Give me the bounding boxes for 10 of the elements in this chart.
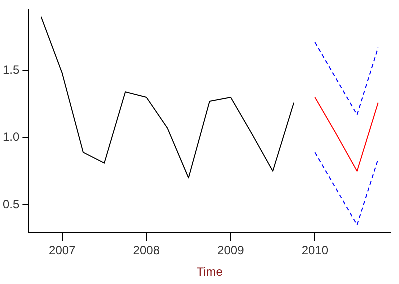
line-series xyxy=(314,42,379,116)
x-tick-label: 2007 xyxy=(49,244,76,258)
x-tick-label: 2010 xyxy=(302,244,329,258)
line-series xyxy=(314,152,379,226)
x-axis-title: Time xyxy=(196,265,224,280)
y-tick-label: 1.5 xyxy=(2,62,20,77)
x-tick-label: 2009 xyxy=(218,244,245,258)
y-tick-label: 1.0 xyxy=(2,130,20,144)
x-tick-label: 2008 xyxy=(133,244,160,258)
y-tick-label: 0.5 xyxy=(2,197,20,212)
